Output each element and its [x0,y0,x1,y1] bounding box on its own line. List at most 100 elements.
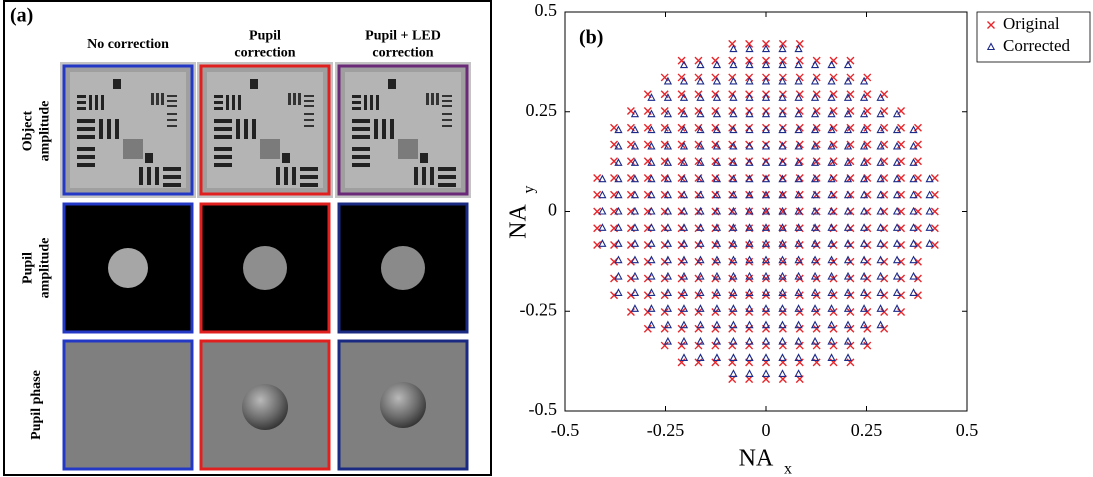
point [729,174,738,183]
point [892,223,902,231]
point [794,109,803,118]
point [679,288,689,296]
column-header: correction [234,46,295,61]
panel-a-frame [3,0,492,476]
point [696,60,705,69]
point [880,157,889,166]
point [745,353,754,361]
point [663,288,673,296]
point [880,140,889,149]
point [827,239,836,247]
point [663,223,673,231]
point [679,60,689,69]
point [778,141,787,150]
point [696,93,705,101]
point [679,255,689,264]
point [660,324,669,333]
point [696,255,705,264]
column-header: correction [372,46,433,61]
point [859,76,869,85]
y-tick-label: 0 [548,200,557,220]
point [863,157,872,166]
point [679,239,689,247]
point [712,60,722,69]
point [643,190,652,199]
point [892,174,902,183]
point [663,304,673,312]
point [859,190,869,199]
point [812,324,821,333]
point [859,304,869,312]
point [762,257,770,266]
point [745,206,754,215]
point [745,241,754,250]
point [827,93,836,101]
point [729,353,738,361]
point [630,271,640,280]
point [794,353,803,361]
point [679,93,689,101]
point [909,158,918,166]
point [647,223,656,231]
y-axis-label: NA [506,204,532,239]
legend-label: Original [1003,14,1060,33]
point [859,288,869,296]
point [778,60,787,69]
point [660,157,669,166]
point [663,141,673,150]
point [694,324,703,333]
point [829,73,838,82]
point [810,320,820,329]
point [626,308,635,317]
point [909,141,918,150]
point [778,336,787,345]
point [794,255,803,264]
legend-label: Corrected [1003,36,1071,55]
point [925,190,934,199]
point [694,140,703,149]
point [913,241,922,250]
point [729,320,738,329]
point [863,173,872,182]
point [892,141,902,150]
point [745,320,754,329]
point [794,239,803,247]
point [794,190,803,199]
point [795,358,804,367]
point [663,76,673,85]
point [745,271,754,280]
point [745,288,754,296]
point [660,308,669,317]
y-axis-label-sub: y [521,186,538,194]
point [761,206,771,215]
point [696,158,705,166]
point [827,190,836,199]
point [679,125,689,134]
point [728,308,737,317]
point [761,369,771,377]
point [827,174,836,183]
image [65,67,191,193]
point [876,239,885,247]
point [827,336,836,345]
legend-marker [987,21,995,29]
point [909,239,918,247]
point [810,206,820,215]
point [778,288,787,296]
point [745,60,754,69]
image [65,342,191,468]
point [859,109,869,118]
point [827,255,836,264]
point [829,257,838,266]
point [712,271,722,280]
point [677,73,686,82]
panel-label: (a) [10,5,33,27]
point [712,239,722,247]
point [761,125,771,134]
point [711,140,720,149]
point [892,239,902,247]
point [778,223,787,231]
point [778,271,787,280]
point [729,369,738,377]
point [829,358,838,367]
